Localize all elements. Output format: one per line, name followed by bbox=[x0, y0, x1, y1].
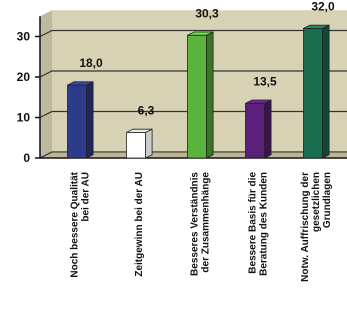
category-label: der Zusammenhänge bbox=[201, 172, 212, 273]
bar-front bbox=[67, 84, 87, 159]
bar-5 bbox=[303, 24, 330, 159]
bar-front bbox=[303, 27, 323, 159]
y-tick-label: 10 bbox=[17, 111, 31, 125]
data-label: 13,5 bbox=[253, 74, 277, 88]
plot-side-wall bbox=[40, 10, 52, 158]
gridline bbox=[39, 70, 347, 78]
bar-side bbox=[264, 99, 272, 159]
bar-1 bbox=[67, 81, 94, 159]
data-label: 18,0 bbox=[79, 56, 103, 70]
y-tick-label: 30 bbox=[17, 30, 31, 44]
category-labels: Noch bessere Qualität bei der AU Zeitgewin… bbox=[70, 171, 334, 281]
bar-side bbox=[322, 24, 330, 159]
bars bbox=[67, 24, 330, 159]
data-label: 6,3 bbox=[138, 103, 155, 117]
bar-2 bbox=[126, 128, 153, 159]
category-label: Noch bessere Qualität bbox=[70, 171, 81, 277]
category-label: Bessere Basis für die bbox=[248, 172, 259, 274]
bar-3 bbox=[187, 31, 214, 159]
bar-side bbox=[206, 31, 214, 159]
category-label: bei der AU bbox=[81, 172, 92, 222]
bar-side bbox=[145, 128, 153, 159]
category-label: Beratung des Kunden bbox=[259, 172, 270, 276]
category-label: gesetzlichen bbox=[311, 172, 322, 232]
gridline bbox=[39, 29, 347, 38]
category-label: Notw. Auffrischung der bbox=[300, 172, 311, 282]
bar-front bbox=[126, 132, 146, 159]
bar-front bbox=[245, 102, 265, 159]
y-tick-label: 0 bbox=[23, 151, 30, 165]
bar-4 bbox=[245, 99, 272, 159]
data-labels: 18,0 6,3 30,3 13,5 32,0 bbox=[79, 0, 335, 117]
category-label: Zeitgewinn bei der AU bbox=[134, 172, 145, 277]
data-label: 30,3 bbox=[195, 6, 219, 20]
bar-front bbox=[187, 34, 207, 159]
bar-side bbox=[86, 81, 94, 159]
category-label: Besseres Verständnis bbox=[190, 172, 201, 276]
y-tick-label: 20 bbox=[17, 70, 31, 84]
data-label: 32,0 bbox=[311, 0, 335, 13]
category-label: Grundlagen bbox=[322, 172, 333, 228]
